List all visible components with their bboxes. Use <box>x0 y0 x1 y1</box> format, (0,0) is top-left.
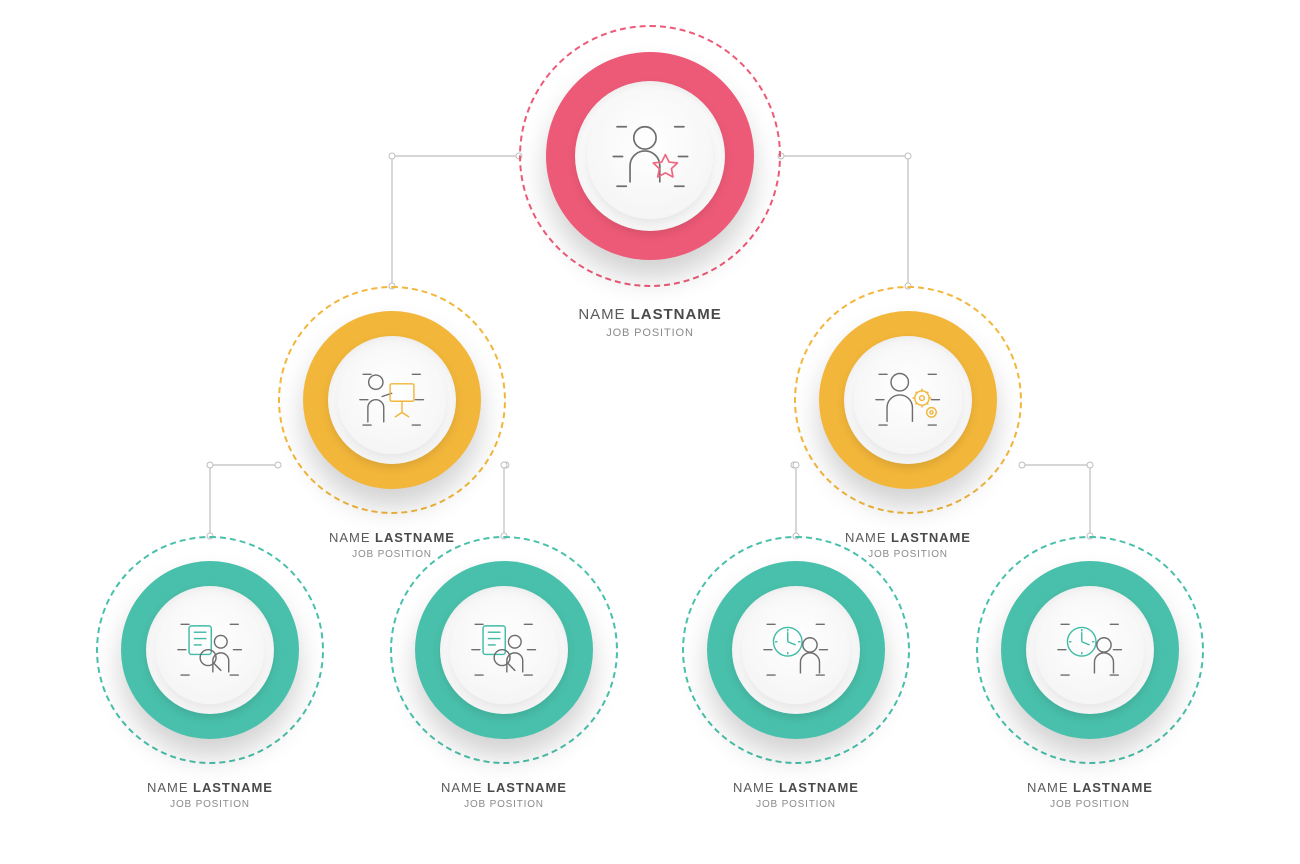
name-line: NAME LASTNAME <box>1027 780 1153 795</box>
org-node-emp-2 <box>390 536 618 764</box>
icon-circle <box>328 336 456 464</box>
name-last: LASTNAME <box>1073 780 1153 795</box>
icon-circle <box>146 586 274 714</box>
icon-circle <box>732 586 860 714</box>
name-first: NAME <box>441 780 482 795</box>
person-star-icon <box>604 110 697 203</box>
node-label: NAME LASTNAME JOB POSITION <box>1027 780 1153 810</box>
person-gear-icon <box>868 360 947 439</box>
position-line: JOB POSITION <box>578 327 721 339</box>
org-node-mgr-left <box>278 286 506 514</box>
name-line: NAME LASTNAME <box>578 306 721 323</box>
position-line: JOB POSITION <box>1027 799 1153 810</box>
name-line: NAME LASTNAME <box>733 780 859 795</box>
org-node-emp-3 <box>682 536 910 764</box>
person-clock-icon <box>756 610 835 689</box>
name-last: LASTNAME <box>631 306 722 323</box>
node-label: NAME LASTNAME JOB POSITION <box>578 306 721 339</box>
name-first: NAME <box>147 780 188 795</box>
name-first: NAME <box>733 780 774 795</box>
org-node-emp-1 <box>96 536 324 764</box>
person-search-icon <box>170 610 249 689</box>
name-line: NAME LASTNAME <box>441 780 567 795</box>
person-search-icon <box>464 610 543 689</box>
name-first: NAME <box>1027 780 1068 795</box>
org-node-ceo <box>519 25 781 287</box>
name-last: LASTNAME <box>193 780 273 795</box>
org-chart-canvas: NAME LASTNAME JOB POSITION NAME LASTNAME J… <box>0 0 1300 864</box>
name-last: LASTNAME <box>487 780 567 795</box>
org-node-emp-4 <box>976 536 1204 764</box>
position-line: JOB POSITION <box>441 799 567 810</box>
node-label: NAME LASTNAME JOB POSITION <box>441 780 567 810</box>
name-line: NAME LASTNAME <box>147 780 273 795</box>
org-node-mgr-right <box>794 286 1022 514</box>
icon-circle <box>575 81 725 231</box>
position-line: JOB POSITION <box>733 799 859 810</box>
name-last: LASTNAME <box>779 780 859 795</box>
icon-circle <box>440 586 568 714</box>
icon-circle <box>1026 586 1154 714</box>
person-clock-icon <box>1050 610 1129 689</box>
node-label: NAME LASTNAME JOB POSITION <box>147 780 273 810</box>
position-line: JOB POSITION <box>147 799 273 810</box>
node-label: NAME LASTNAME JOB POSITION <box>733 780 859 810</box>
name-first: NAME <box>329 530 370 545</box>
presenter-icon <box>352 360 431 439</box>
name-first: NAME <box>578 306 625 323</box>
icon-circle <box>844 336 972 464</box>
